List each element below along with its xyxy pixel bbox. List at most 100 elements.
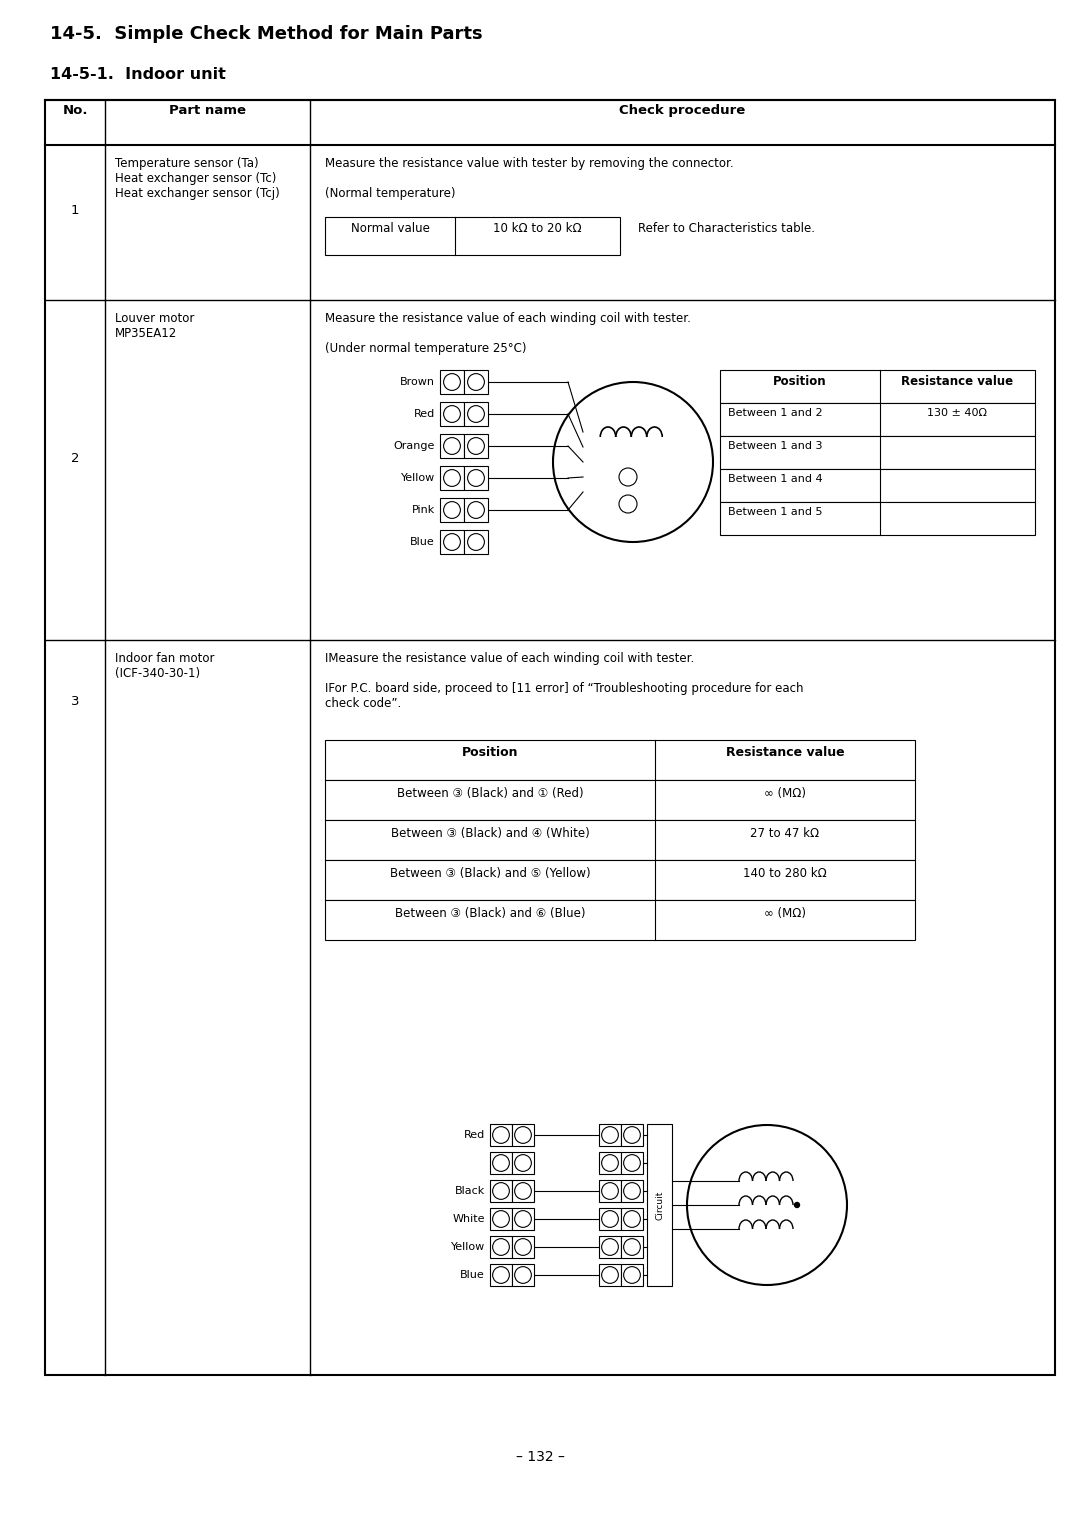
Circle shape [515,1238,531,1255]
Circle shape [444,502,460,518]
Text: 4: 4 [607,1214,612,1223]
Circle shape [492,1211,510,1228]
Text: 6: 6 [473,537,478,546]
Circle shape [444,534,460,551]
Text: 3: 3 [607,1186,612,1196]
Text: Pink: Pink [411,505,435,515]
Text: 4: 4 [630,1214,635,1223]
Text: Brown: Brown [400,377,435,387]
Text: IFor P.C. board side, proceed to [11 error] of “Troubleshooting procedure for ea: IFor P.C. board side, proceed to [11 err… [325,682,804,711]
Text: Normal value: Normal value [351,223,430,235]
Text: Indoor fan motor
(ICF-340-30-1): Indoor fan motor (ICF-340-30-1) [114,653,215,680]
Circle shape [553,381,713,541]
Text: 14-5.  Simple Check Method for Main Parts: 14-5. Simple Check Method for Main Parts [50,24,483,43]
Bar [325,860,915,900]
Bar [720,436,1035,470]
Text: Position: Position [462,746,518,759]
Text: Between ③ (Black) and ⑥ (Blue): Between ③ (Black) and ⑥ (Blue) [395,907,585,920]
Text: – 132 –: – 132 – [515,1450,565,1464]
Bar [490,1151,512,1174]
Circle shape [444,406,460,422]
Text: Circuit: Circuit [654,1191,664,1220]
Bar [490,1235,512,1258]
Text: 4: 4 [521,1214,526,1223]
Bar [512,1208,534,1231]
Circle shape [515,1211,531,1228]
Circle shape [623,1211,640,1228]
Text: 2: 2 [473,410,478,418]
Text: 1: 1 [473,378,478,386]
Circle shape [619,468,637,486]
Text: 1: 1 [449,378,455,386]
Text: 2: 2 [449,410,455,418]
Text: 2: 2 [630,1159,635,1168]
Bar [512,1235,534,1258]
Bar [512,1151,534,1174]
Bar [512,1180,534,1202]
Text: White: White [453,1214,485,1225]
Circle shape [687,1125,847,1286]
Text: Part name: Part name [168,104,246,117]
Text: 140 to 280 kΩ: 140 to 280 kΩ [743,868,827,880]
Bar [720,502,1035,535]
Bar [325,217,620,255]
Text: ∞ (MΩ): ∞ (MΩ) [764,787,806,801]
Text: 2: 2 [71,451,79,465]
Bar [440,371,464,393]
Bar [720,403,1035,436]
Text: IMeasure the resistance value of each winding coil with tester.: IMeasure the resistance value of each wi… [325,653,694,665]
Bar [599,1235,621,1258]
Text: Between 1 and 4: Between 1 and 4 [728,474,823,483]
Circle shape [602,1267,619,1284]
Text: 2: 2 [521,1159,526,1168]
Circle shape [623,1183,640,1199]
Bar [621,1151,643,1174]
Text: 6: 6 [630,1270,635,1279]
Text: Yellow: Yellow [450,1241,485,1252]
Circle shape [515,1154,531,1171]
Text: Between ③ (Black) and ① (Red): Between ③ (Black) and ① (Red) [396,787,583,801]
Bar [440,531,464,554]
Bar [647,1124,672,1286]
Circle shape [444,470,460,486]
Circle shape [602,1211,619,1228]
Bar [720,371,1035,403]
Text: 3: 3 [498,1186,503,1196]
Text: 1: 1 [630,1130,635,1139]
Bar [490,1124,512,1145]
Text: 3: 3 [71,695,79,708]
Circle shape [602,1238,619,1255]
Bar [599,1208,621,1231]
Text: Refer to Characteristics table.: Refer to Characteristics table. [638,223,815,235]
Text: 10 kΩ to 20 kΩ: 10 kΩ to 20 kΩ [494,223,582,235]
Text: 1: 1 [521,1130,526,1139]
Circle shape [468,470,485,486]
Text: Blue: Blue [460,1270,485,1279]
Circle shape [515,1267,531,1284]
Circle shape [623,1127,640,1144]
Text: 6: 6 [521,1270,526,1279]
Text: 2: 2 [498,1159,503,1168]
Circle shape [468,502,485,518]
Text: 5: 5 [473,505,478,514]
Circle shape [623,1238,640,1255]
Text: 1: 1 [607,1130,612,1139]
Bar [464,467,488,490]
Text: Blue: Blue [410,537,435,547]
Circle shape [468,534,485,551]
Bar [512,1264,534,1286]
Circle shape [468,438,485,454]
Circle shape [468,374,485,390]
Circle shape [492,1183,510,1199]
Text: 4: 4 [449,473,455,482]
Text: Between ③ (Black) and ⑤ (Yellow): Between ③ (Black) and ⑤ (Yellow) [390,868,591,880]
Text: (Normal temperature): (Normal temperature) [325,188,456,200]
Text: 3: 3 [449,442,455,450]
Text: (Under normal temperature 25°C): (Under normal temperature 25°C) [325,342,527,355]
Bar [440,403,464,425]
Text: 4: 4 [473,473,478,482]
Bar [464,371,488,393]
Bar [45,101,1055,1376]
Text: 5: 5 [630,1243,635,1252]
Circle shape [623,1267,640,1284]
